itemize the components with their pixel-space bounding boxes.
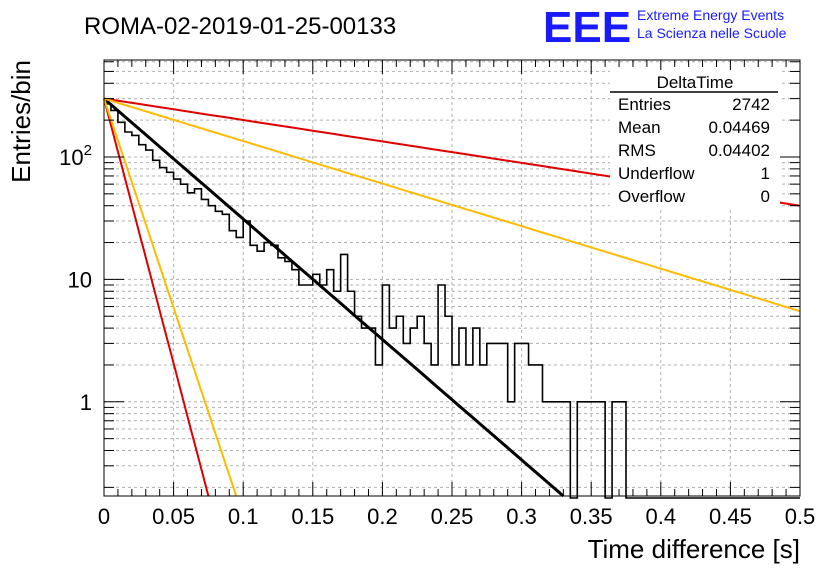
x-tick-label: 0 (98, 504, 110, 529)
stats-label: Overflow (618, 187, 686, 206)
x-tick-label: 0.35 (570, 504, 613, 529)
x-tick-label: 0.25 (431, 504, 474, 529)
stats-label: Mean (618, 118, 661, 137)
stats-label: Entries (618, 95, 671, 114)
y-tick-label: 1 (80, 390, 92, 415)
stats-value: 0 (761, 187, 770, 206)
x-tick-label: 0.3 (506, 504, 537, 529)
x-tick-label: 0.4 (646, 504, 677, 529)
stats-title: DeltaTime (657, 73, 734, 92)
logo-line-1: Extreme Energy Events (637, 7, 784, 23)
fit-curve (103, 97, 565, 498)
fit-curve (103, 98, 210, 497)
stats-value: 2742 (732, 95, 770, 114)
axis-ticks: 0 0.05 0.1 0.15 0.2 0.25 0.3 0.35 0.4 0.45 0.51101… (59, 60, 815, 529)
logo-line-2: La Scienza nelle Scuole (637, 25, 787, 41)
stats-value: 0.04469 (709, 118, 770, 137)
stats-box-background (610, 70, 780, 210)
y-tick-label: 10 (68, 267, 92, 292)
x-tick-label: 0.2 (367, 504, 398, 529)
fit-curve (103, 97, 801, 313)
x-tick-label: 0.5 (785, 504, 816, 529)
stats-box: DeltaTime Entries 2742 Mean 0.04469 RMS … (610, 70, 780, 210)
stats-value: 1 (761, 164, 770, 183)
stats-value: 0.04402 (709, 141, 770, 160)
y-tick-label: 102 (59, 142, 92, 170)
eee-logo: EEE Extreme Energy Events La Scienza nel… (543, 3, 787, 52)
x-tick-label: 0.1 (228, 504, 259, 529)
x-tick-label: 0.15 (291, 504, 334, 529)
stats-label: Underflow (618, 164, 695, 183)
stats-label: RMS (618, 141, 656, 160)
y-axis-title: Entries/bin (6, 60, 36, 183)
histogram (104, 102, 800, 499)
run-title: ROMA-02-2019-01-25-00133 (84, 13, 396, 40)
x-axis-title: Time difference [s] (588, 534, 800, 564)
fit-curve (103, 98, 238, 497)
histogram-step-line (104, 102, 800, 499)
x-tick-label: 0.45 (709, 504, 752, 529)
x-tick-label: 0.05 (152, 504, 195, 529)
logo-mark: EEE (543, 3, 631, 52)
